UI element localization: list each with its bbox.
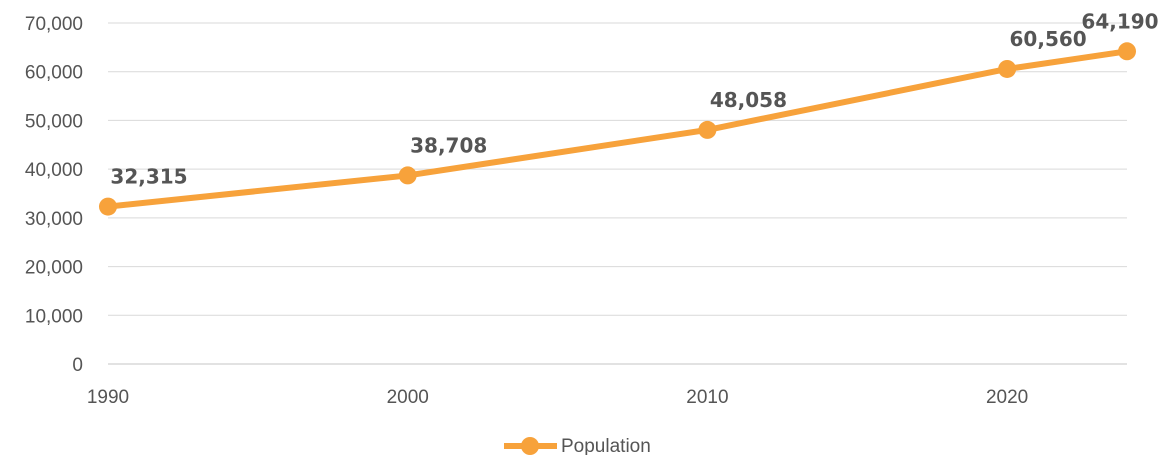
x-axis-ticks: 1990 2000 2010 2020 xyxy=(87,387,1028,408)
series-line xyxy=(105,48,1130,210)
y-tick-label: 30,000 xyxy=(25,209,83,230)
x-tick-label: 1990 xyxy=(87,387,129,408)
y-tick-label: 0 xyxy=(72,355,83,376)
legend-marker-swatch xyxy=(521,437,539,455)
x-tick-label: 2020 xyxy=(986,387,1028,408)
legend[interactable]: Population xyxy=(504,436,651,455)
data-label: 60,560 xyxy=(1010,27,1087,51)
data-label: 64,190 xyxy=(1081,9,1158,33)
data-point[interactable] xyxy=(398,166,417,185)
data-point[interactable] xyxy=(1118,42,1136,61)
gridlines xyxy=(108,22,1127,365)
y-tick-label: 10,000 xyxy=(25,306,83,327)
data-label: 38,708 xyxy=(410,133,487,157)
data-label: 32,315 xyxy=(110,165,187,189)
y-axis-ticks: 0 10,000 20,000 30,000 40,000 50,000 60,000 70,… xyxy=(25,14,83,376)
data-point[interactable] xyxy=(998,59,1017,78)
x-tick-label: 2010 xyxy=(686,387,728,408)
legend-label: Population xyxy=(561,436,651,455)
x-tick-label: 2000 xyxy=(387,387,429,408)
y-tick-label: 50,000 xyxy=(25,111,83,132)
data-point[interactable] xyxy=(698,120,717,139)
y-tick-label: 20,000 xyxy=(25,258,83,279)
data-label: 48,058 xyxy=(710,88,787,112)
y-tick-label: 70,000 xyxy=(25,14,83,35)
data-point[interactable] xyxy=(99,197,117,216)
series-population xyxy=(99,42,1136,216)
y-tick-label: 40,000 xyxy=(25,160,83,181)
y-tick-label: 60,000 xyxy=(25,63,83,84)
